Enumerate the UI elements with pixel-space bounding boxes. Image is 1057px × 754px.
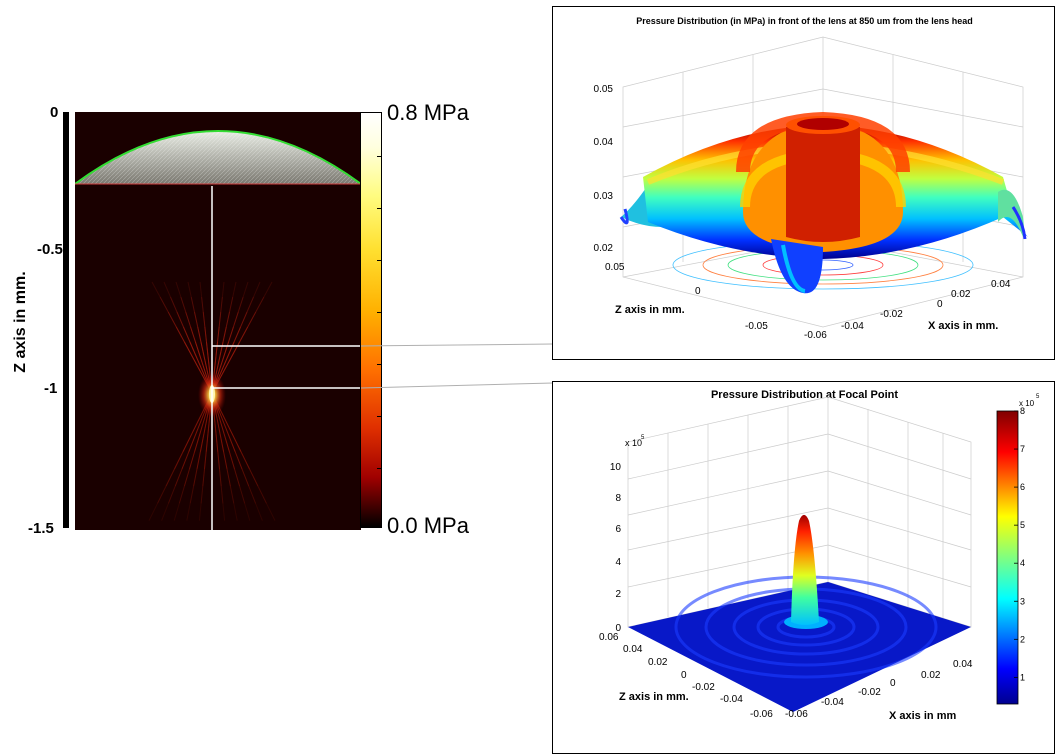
focal-colorbar-tick: 1 (1020, 672, 1025, 682)
focal-z-exponent: x 10 (625, 438, 642, 448)
beam-ray (151, 281, 213, 394)
focal-z-tick-4: 8 (615, 493, 621, 504)
profile-z-tick-3: 0.05 (594, 84, 614, 95)
focal-colorbar-tick: 7 (1020, 444, 1025, 454)
connector-to-focal (360, 382, 554, 389)
lens-outline (75, 130, 361, 185)
focal-z-tick-3: 6 (615, 524, 621, 535)
beam-ray (211, 392, 263, 521)
beam-ray (148, 392, 213, 521)
profile-z-tick-1: 0.03 (594, 191, 614, 202)
beam-ray (159, 296, 213, 394)
focal-x-ticks: -0.06 -0.04 -0.02 0 0.02 0.04 (785, 659, 973, 720)
focal-colorbar-tick: 4 (1020, 558, 1025, 568)
focal-y-tick-6: -0.06 (750, 709, 773, 720)
focal-y-tick-4: -0.02 (692, 682, 715, 693)
beam-ray (211, 281, 261, 394)
focal-colorbar-tick: 2 (1020, 634, 1025, 644)
profile-y-label: Z axis in mm. (615, 304, 685, 316)
focal-z-ticks: 10 8 6 4 2 0 (610, 462, 622, 634)
profile-x-tick-0: -0.06 (804, 330, 827, 341)
profile-z-ticks: 0.05 0.04 0.03 0.02 (594, 84, 614, 254)
focal-surface-panel: Pressure Distribution at Focal Point (552, 381, 1055, 754)
focal-z-tick-5: 10 (610, 462, 622, 473)
profile-x-tick-4: 0.02 (951, 289, 971, 300)
profile-z-tick-0: 0.02 (594, 243, 614, 254)
profile-surface-panel: Pressure Distribution (in MPa) in front … (552, 6, 1055, 360)
z-axis-bar (63, 112, 69, 528)
profile-title: Pressure Distribution (in MPa) in front … (636, 16, 973, 26)
focal-y-tick-3: 0 (681, 670, 687, 681)
heatmap-colorbar (360, 112, 382, 528)
focal-colorbar-tick: 5 (1020, 520, 1025, 530)
focal-colorbar-tick: 3 (1020, 596, 1025, 606)
focal-x-tick-4: 0.02 (921, 670, 941, 681)
focal-z-tick-1: 2 (615, 589, 621, 600)
heatmap-tick-0: 0 (50, 104, 59, 121)
heatmap-tick-1: -0.5 (37, 241, 63, 258)
profile-x-tick-2: -0.02 (880, 309, 903, 320)
beam-ray (211, 296, 265, 394)
focal-y-tick-2: 0.02 (648, 657, 668, 668)
profile-y-tick-0: 0.05 (605, 262, 625, 273)
profile-y-tick-1: 0 (695, 286, 701, 297)
colorbar-max-label: 0.8 MPa (387, 100, 469, 125)
connector-to-profile (360, 343, 554, 347)
heatmap-tick-3: -1.5 (28, 520, 54, 537)
beam-ray (211, 281, 249, 394)
profile-y-ticks: 0.05 0 -0.05 (605, 262, 768, 332)
heatmap-plot (75, 112, 361, 530)
focal-x-tick-1: -0.04 (821, 697, 844, 708)
beam-ray (211, 281, 273, 394)
focal-surface-plot: 10 8 6 4 2 0 x 10 5 0.06 0.04 0.02 0 -0.… (599, 394, 1040, 722)
focal-x-tick-0: -0.06 (785, 709, 808, 720)
focal-peak (791, 514, 819, 625)
profile-surface (619, 111, 1028, 294)
profile-x-tick-1: -0.04 (841, 321, 864, 332)
focal-x-tick-3: 0 (890, 678, 896, 689)
focal-y-ticks: 0.06 0.04 0.02 0 -0.02 -0.04 -0.06 (599, 632, 773, 720)
focal-y-tick-5: -0.04 (720, 694, 743, 705)
focal-colorbar-ticks: 1 2 3 4 5 6 7 8 (1014, 406, 1025, 682)
focal-x-label: X axis in mm (889, 710, 956, 722)
focal-base-surface (628, 582, 971, 712)
focal-y-tick-0: 0.06 (599, 632, 619, 643)
focal-z-tick-0: 0 (615, 623, 621, 634)
profile-z-tick-2: 0.04 (594, 137, 614, 148)
focal-colorbar (996, 410, 1019, 705)
focal-z-tick-2: 4 (615, 557, 621, 568)
focal-y-tick-1: 0.04 (623, 644, 643, 655)
focal-z-exponent-power: 5 (641, 435, 645, 441)
colorbar-min-label: 0.0 MPa (387, 513, 469, 538)
profile-surface-plot: 0.05 0.04 0.03 0.02 0.05 0 -0.05 -0.06 -… (594, 36, 1028, 341)
heatmap-tick-2: -1 (44, 380, 58, 397)
beam-ray (211, 392, 276, 521)
profile-x-tick-3: 0 (937, 299, 943, 310)
focal-title: Pressure Distribution at Focal Point (710, 389, 899, 401)
profile-y-tick-2: -0.05 (745, 321, 768, 332)
focal-colorbar-exponent: x 10 (1019, 399, 1035, 408)
focal-y-label: Z axis in mm. (619, 691, 689, 703)
focal-x-tick-2: -0.02 (858, 687, 881, 698)
profile-x-label: X axis in mm. (928, 320, 998, 332)
focal-colorbar-tick: 8 (1020, 406, 1025, 416)
beam-ray (161, 392, 213, 521)
beam-ray (175, 281, 213, 394)
focal-colorbar-tick: 6 (1020, 482, 1025, 492)
beam-ray (163, 281, 213, 394)
focal-x-tick-5: 0.04 (953, 659, 973, 670)
profile-x-tick-5: 0.04 (991, 279, 1011, 290)
profile-x-ticks: -0.06 -0.04 -0.02 0 0.02 0.04 (804, 279, 1011, 341)
focal-colorbar-exponent-power: 5 (1036, 394, 1040, 400)
